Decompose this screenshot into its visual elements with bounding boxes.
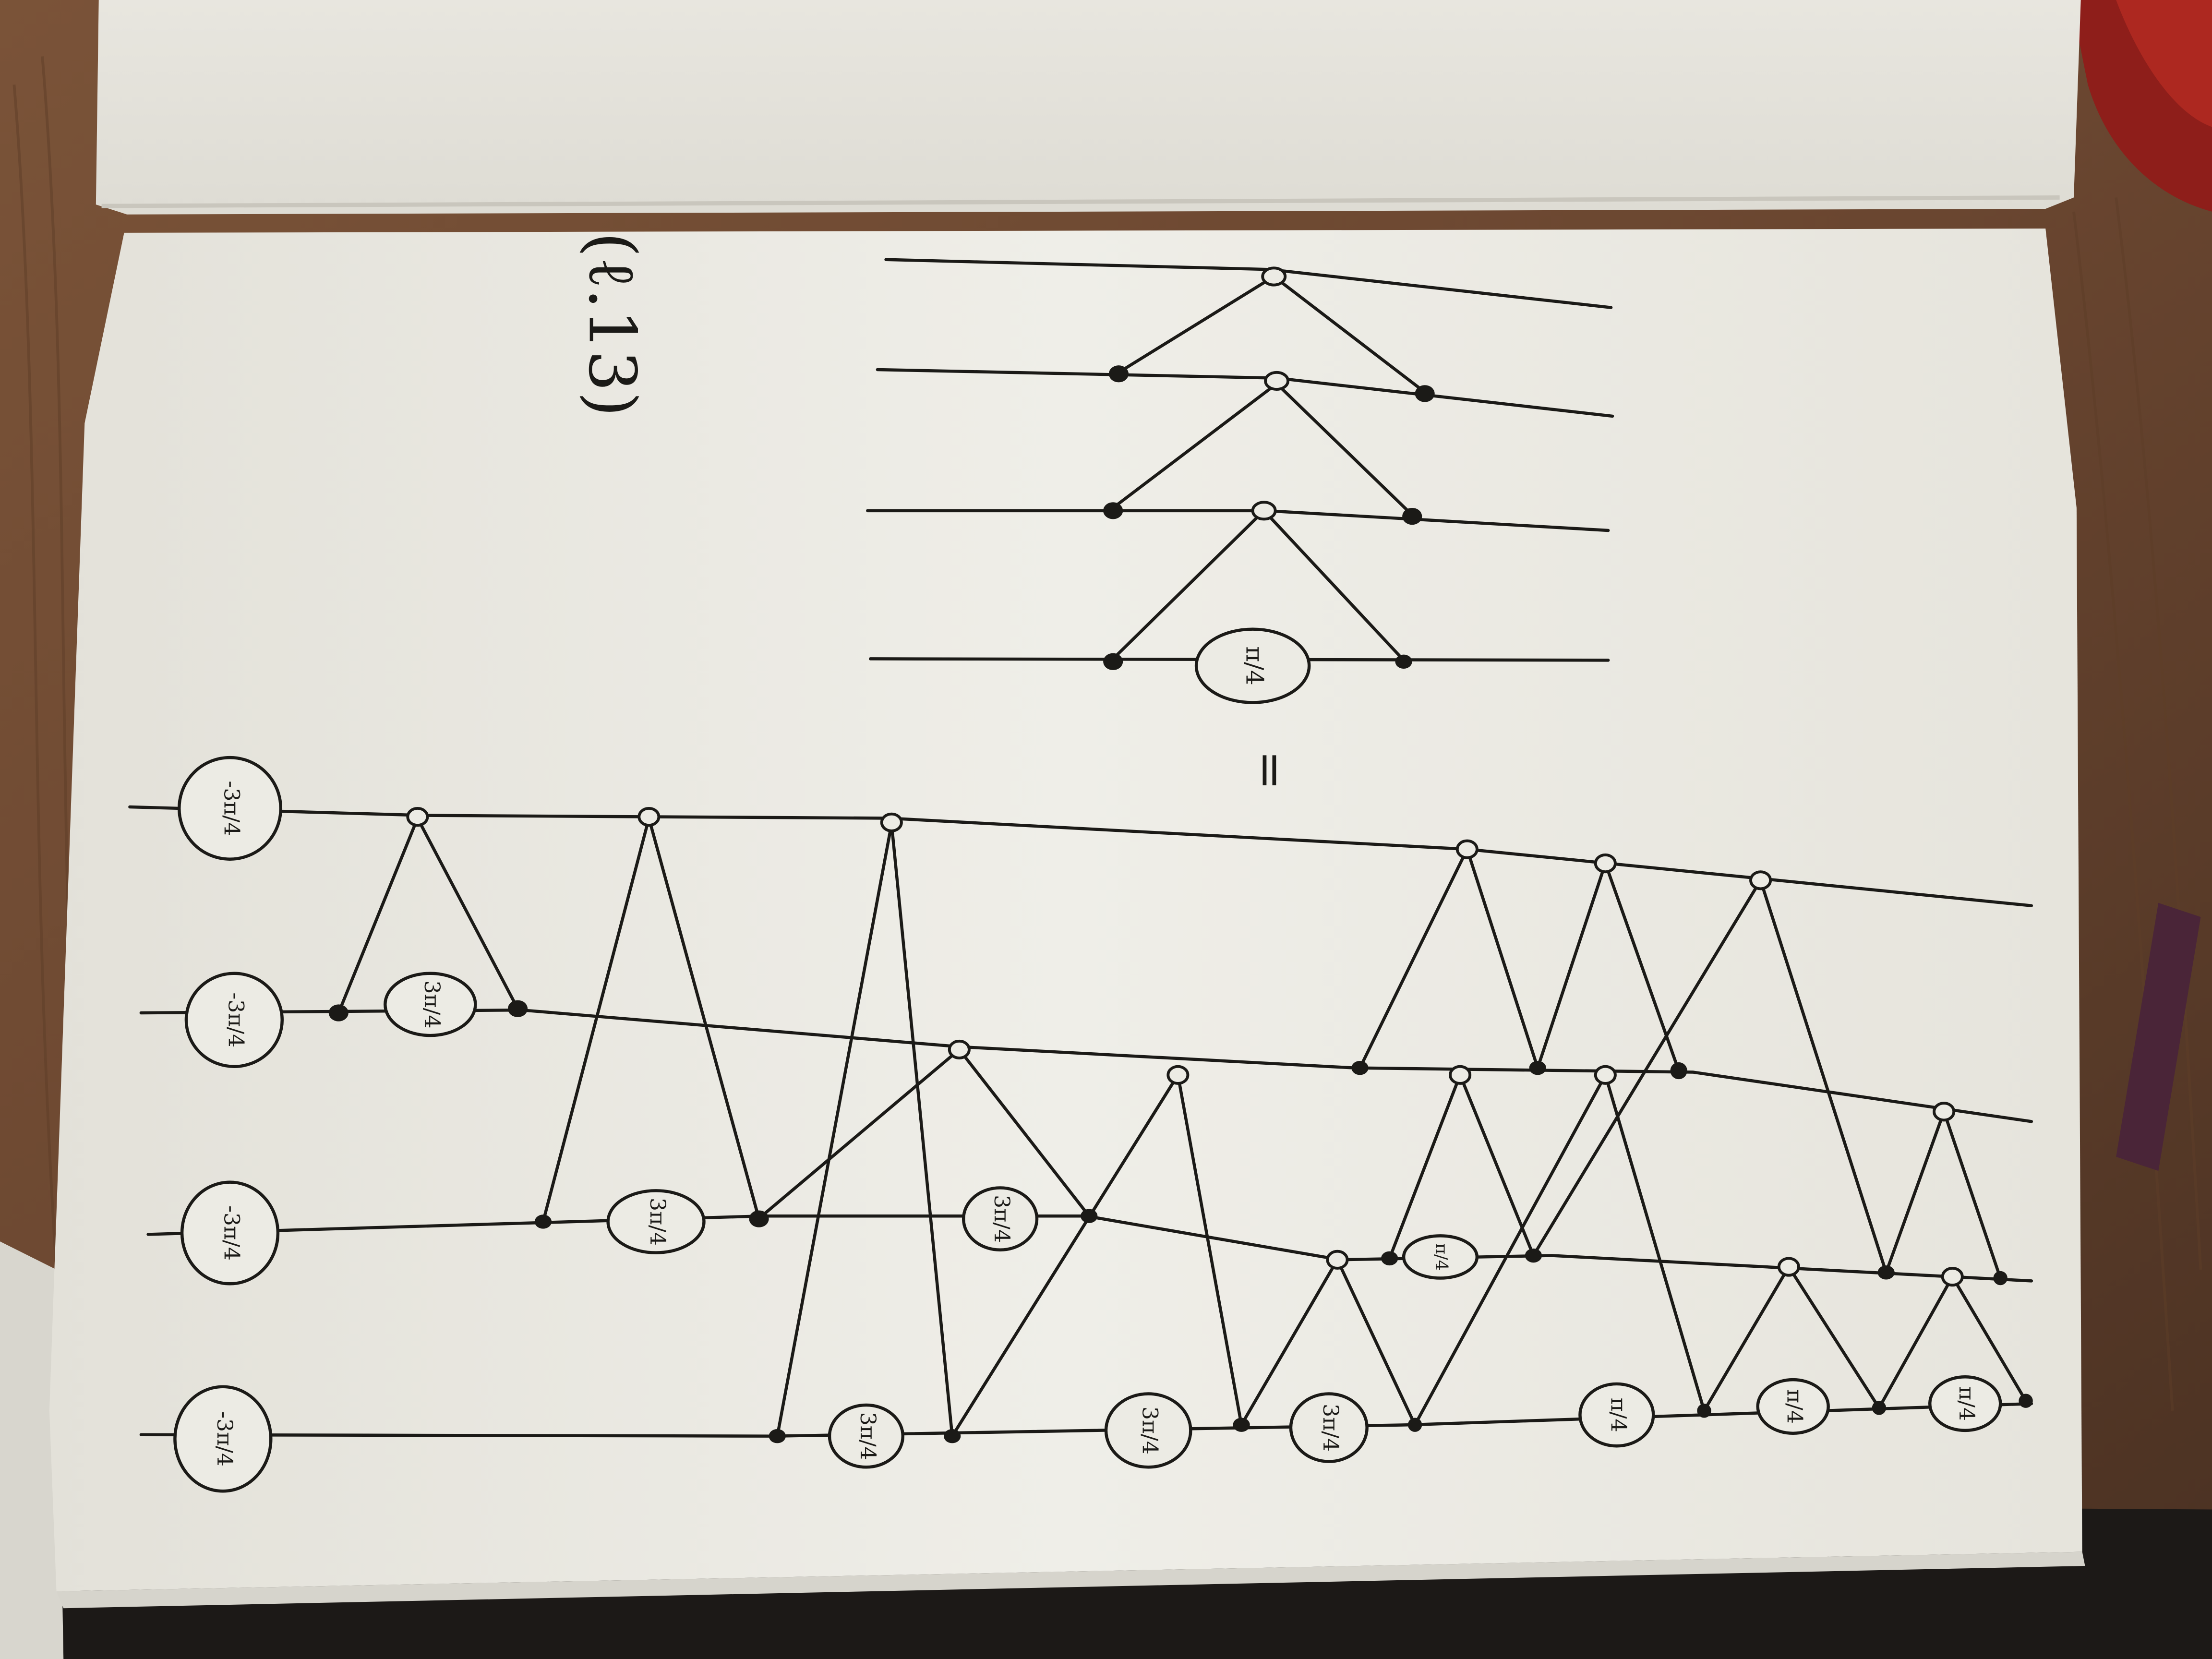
red-object <box>2071 0 2212 212</box>
input-phase-4: -3π/4 <box>173 1385 273 1493</box>
black-spider <box>534 1214 552 1229</box>
svg-text:3π/4: 3π/4 <box>420 980 444 1028</box>
white-spider <box>1594 1065 1617 1085</box>
phase-box: π/4 <box>1928 1375 2002 1432</box>
black-spider <box>1395 654 1412 669</box>
black-spider <box>944 1429 961 1443</box>
phase-box: π/4 <box>1756 1378 1830 1435</box>
svg-text:-3π/4: -3π/4 <box>212 1411 237 1467</box>
white-spider <box>406 806 429 827</box>
svg-text:3π/4: 3π/4 <box>855 1412 880 1460</box>
white-spider <box>1933 1102 1956 1122</box>
white-spider <box>1261 266 1287 287</box>
phase-box: π/4 <box>1402 1234 1479 1280</box>
black-spider <box>1103 653 1123 670</box>
black-spider <box>1381 1251 1398 1266</box>
paper-stack-left <box>0 1241 64 1659</box>
black-spider <box>1407 1418 1422 1432</box>
black-spider <box>1697 1404 1711 1418</box>
black-spider <box>1670 1062 1687 1080</box>
black-spider <box>769 1429 786 1443</box>
upper-spiders: π/4 <box>1103 266 1435 704</box>
upper-page <box>96 0 2081 215</box>
svg-text:π/4: π/4 <box>1954 1386 1979 1421</box>
phase-label: π/4 <box>1241 646 1269 685</box>
lower-phase-spiders: -3π/4 -3π/4 -3π/4 -3π/4 3π/4 3π/4 3π/4 <box>173 756 2002 1493</box>
svg-text:π/4: π/4 <box>1606 1398 1630 1432</box>
white-spider <box>1941 1267 1964 1287</box>
black-spider <box>1525 1248 1542 1263</box>
black-spider <box>1233 1418 1250 1432</box>
margin-note: (ℓ.13) <box>575 232 650 417</box>
phase-box: 3π/4 <box>962 1186 1039 1251</box>
white-spider <box>1251 501 1277 521</box>
white-spider <box>1326 1250 1349 1270</box>
desk-grain <box>12 56 2202 1411</box>
black-spider <box>1993 1271 2008 1286</box>
svg-text:3π/4: 3π/4 <box>1138 1407 1162 1455</box>
equals-sign: = <box>1243 750 1299 791</box>
white-spider <box>1264 371 1290 391</box>
input-phase-2: -3π/4 <box>184 972 284 1068</box>
black-spider <box>1103 502 1123 519</box>
black-spider <box>1351 1060 1369 1075</box>
white-spider <box>1749 870 1772 890</box>
white-spider <box>1777 1257 1800 1277</box>
svg-text:3π/4: 3π/4 <box>645 1198 670 1246</box>
sketchbook-page <box>49 228 2082 1591</box>
white-spider <box>1166 1065 1190 1085</box>
phase-box: 3π/4 <box>384 972 477 1037</box>
lower-spiders <box>328 806 2033 1443</box>
svg-text:3π/4: 3π/4 <box>989 1195 1014 1243</box>
lower-wire-4 <box>139 1402 2033 1438</box>
svg-text:-3π/4: -3π/4 <box>223 992 248 1047</box>
white-spider <box>1449 1065 1472 1085</box>
svg-text:π/4: π/4 <box>1431 1243 1451 1271</box>
white-spider <box>1455 839 1479 859</box>
svg-text:-3π/4: -3π/4 <box>219 1205 244 1261</box>
white-spider <box>637 806 661 827</box>
svg-text:π/4: π/4 <box>1782 1389 1807 1424</box>
phase-box: 3π/4 <box>828 1403 905 1469</box>
phase-box: 3π/4 <box>1289 1392 1369 1463</box>
white-spider <box>948 1039 971 1060</box>
black-spider <box>507 1000 528 1017</box>
svg-text:=: = <box>1243 750 1299 791</box>
black-spider <box>1402 507 1422 525</box>
black-spider <box>328 1004 349 1022</box>
phase-box: 3π/4 <box>1104 1392 1192 1469</box>
black-spider <box>749 1210 769 1227</box>
black-spider <box>2019 1394 2033 1408</box>
lower-diagram <box>128 805 2033 1438</box>
svg-text:-3π/4: -3π/4 <box>219 781 244 836</box>
strap <box>2116 902 2201 1171</box>
phase-spider: π/4 <box>1194 627 1311 704</box>
black-spider <box>1108 365 1129 383</box>
black-spider <box>1081 1209 1098 1223</box>
input-phase-3: -3π/4 <box>180 1180 280 1286</box>
phase-box: 3π/4 <box>606 1189 706 1254</box>
black-spider <box>1415 385 1435 402</box>
svg-text:3π/4: 3π/4 <box>1318 1404 1343 1452</box>
black-spider <box>1872 1401 1887 1415</box>
white-spider <box>880 812 903 832</box>
black-spider <box>1877 1265 1895 1280</box>
white-spider <box>1594 853 1617 874</box>
svg-text:(ℓ.13): (ℓ.13) <box>575 232 650 417</box>
black-spider <box>1529 1060 1546 1075</box>
input-phase-1: -3π/4 <box>177 756 283 861</box>
phase-box: π/4 <box>1578 1382 1655 1448</box>
